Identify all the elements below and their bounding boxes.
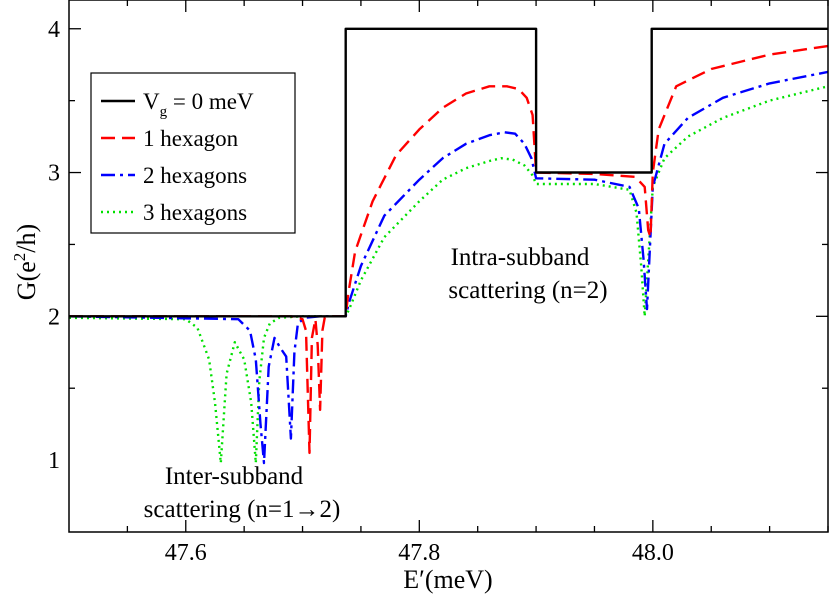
y-axis-label: G(e2/h) xyxy=(10,224,41,300)
y-axis-label-pre: G(e xyxy=(12,261,41,300)
legend-label-2-hexagons: 2 hexagons xyxy=(143,163,247,188)
legend-label-vg0-main: V xyxy=(143,89,160,114)
y-axis-label-post: /h) xyxy=(12,224,41,253)
x-tick-label: 48.0 xyxy=(632,540,674,566)
legend: Vg = 0 meV 1 hexagon 2 hexagons 3 hexago… xyxy=(90,72,296,234)
y-axis-label-sup: 2 xyxy=(10,253,29,262)
y-tick-label: 2 xyxy=(48,304,60,330)
annotation-intra-line-2: scattering (n=2) xyxy=(448,277,607,304)
x-axis-label-rest: (meV) xyxy=(425,565,493,594)
legend-label-vg0: Vg = 0 meV xyxy=(143,89,254,120)
series-line-2-hexagons xyxy=(69,70,828,465)
annotation-inter-line-2: scattering (n=1→2) xyxy=(144,496,341,523)
x-axis-label-prime: ′ xyxy=(419,565,425,594)
plot-frame xyxy=(68,0,829,533)
annotation-inter-line-1: Inter-subband xyxy=(165,463,304,490)
legend-label-1-hexagon: 1 hexagon xyxy=(143,126,239,151)
legend-label-3-hexagons: 3 hexagons xyxy=(143,200,247,225)
legend-box xyxy=(90,72,296,234)
series-line-1-hexagon xyxy=(69,44,828,455)
series-line-3-hexagons xyxy=(69,85,828,465)
x-tick-label: 47.8 xyxy=(398,540,440,566)
y-tick-label: 3 xyxy=(48,161,60,187)
x-axis-label: E′(meV) xyxy=(403,565,492,594)
y-tick-label: 1 xyxy=(48,448,60,474)
x-axis-label-main: E xyxy=(403,565,419,594)
legend-label-vg0-sub: g xyxy=(160,104,168,120)
y-tick-label: 4 xyxy=(48,17,60,43)
x-tick-label: 47.6 xyxy=(165,540,207,566)
series-line-v-g-0-mev xyxy=(69,27,828,318)
annotation-intra-line-1: Intra-subband xyxy=(451,244,590,271)
legend-label-vg0-rest: = 0 meV xyxy=(167,89,254,114)
